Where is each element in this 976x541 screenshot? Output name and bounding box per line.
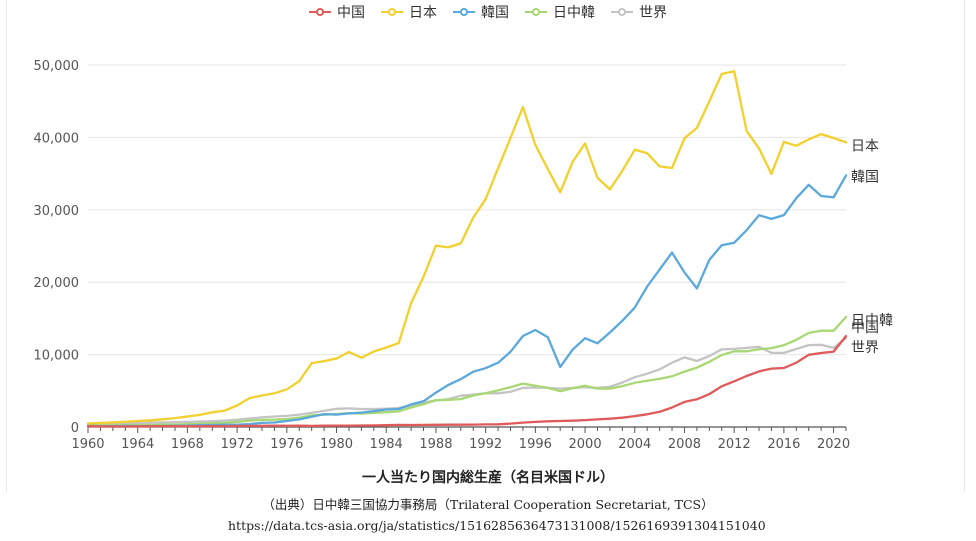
series-line-2 [86,174,848,428]
y-tick-label: 30,000 [34,204,80,219]
series-end-label: 世界 [851,340,879,356]
legend-label: 世界 [639,5,667,21]
series-line-3 [86,315,848,427]
legend-item[interactable]: 韓国 [453,2,509,22]
frame-left-border [6,0,7,492]
y-tick-label: 20,000 [34,276,80,291]
legend-swatch [309,6,331,18]
series-end-label: 日本 [851,138,879,154]
line-chart: 0 10,000 20,000 30,000 40,000 50,000 1960 1964 1… [34,59,894,452]
x-tick-label: 2020 [817,437,850,452]
x-tick-label: 1980 [320,437,353,452]
x-tick-label: 1972 [221,437,254,452]
series-line-1 [86,70,848,425]
y-tick-label: 50,000 [34,59,80,74]
x-tick-label: 2008 [668,437,701,452]
legend-swatch [381,6,403,18]
y-tick-label: 0 [71,421,79,436]
source-url: https://data.tcs-asia.org/ja/statistics/… [228,518,766,533]
x-tick-label: 1976 [270,437,303,452]
legend-label: 中国 [337,5,365,21]
legend-item[interactable]: 中国 [309,2,365,22]
x-tick-label: 2004 [618,437,651,452]
legend-item[interactable]: 日中韓 [525,2,595,22]
series-end-label: 中国 [851,320,879,336]
x-tick-label: 1996 [519,437,552,452]
x-tick-label: 1960 [71,437,104,452]
series-line-4 [86,337,848,425]
x-tick-label: 2016 [767,437,800,452]
legend-label: 日本 [409,5,437,21]
legend-swatch [453,6,475,18]
x-tick-label: 1984 [370,437,403,452]
legend-item[interactable]: 世界 [611,2,667,22]
x-tick-label: 2000 [569,437,602,452]
y-tick-label: 40,000 [34,131,80,146]
legend-item[interactable]: 日本 [381,2,437,22]
x-axis-title: 一人当たり国内総生産（名目米国ドル） [362,470,614,486]
series-end-label: 韓国 [851,169,879,185]
x-tick-label: 1992 [469,437,502,452]
legend-label: 韓国 [481,5,509,21]
x-tick-label: 1968 [171,437,204,452]
chart-legend: 中国 日本 韓国 日中韓 世界 [0,2,976,22]
x-tick-label: 1964 [121,437,154,452]
source-attribution: （出典）日中韓三国協力事務局（Trilateral Cooperation Se… [262,497,714,512]
series-line-0 [86,334,848,428]
legend-swatch [611,6,633,18]
frame-right-border [964,0,965,492]
series-end-label: 日中韓 [851,313,893,329]
legend-swatch [525,6,547,18]
x-tick-label: 2012 [718,437,751,452]
x-tick-label: 1988 [419,437,452,452]
y-tick-label: 10,000 [34,349,80,364]
legend-label: 日中韓 [553,5,595,21]
